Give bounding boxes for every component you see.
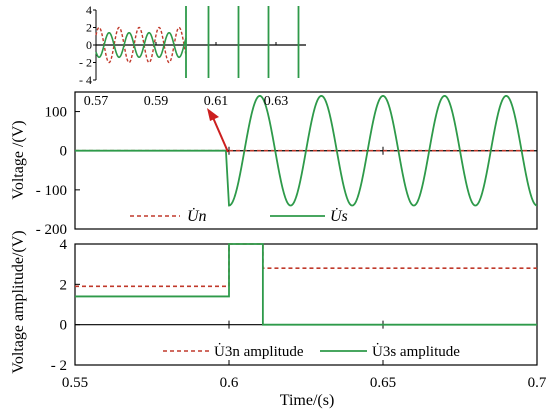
upper-y-tick-label: 100 [45, 105, 68, 121]
series-u3n-amplitude-line [75, 243, 537, 288]
inset-x-tick-label: 0.61 [204, 94, 229, 109]
lower-legend: U̇3n amplitude U̇3s amplitude [163, 343, 460, 360]
upper-series [75, 95, 538, 207]
lower-x-tick-label: 0.7 [528, 375, 547, 391]
upper-y-tick-label: 0 [60, 144, 68, 160]
upper-y-ticks: 100 0 - 100 - 200 [36, 105, 538, 238]
lower-x-tick-label: 0.55 [62, 375, 88, 391]
legend-label-us: U̇s [330, 208, 348, 225]
lower-y-tick-label: 4 [60, 237, 68, 253]
lower-frame [74, 243, 538, 366]
zoom-arrow-shaft [210, 112, 229, 153]
series-us-line [75, 95, 538, 207]
inset-panel: 4 2 0 - 2 - 4 0.57 0.59 0.61 0.63 [79, 3, 336, 109]
lower-y-tick-label: - 2 [51, 358, 67, 374]
lower-y-tick-label: 0 [60, 318, 68, 334]
lower-panel: Voltage amplitude/(V) 4 2 0 - 2 0.55 0.6 0.65… [10, 230, 547, 409]
legend-label-u3n: U̇3n amplitude [214, 343, 304, 360]
inset-y-tick-label: - 4 [79, 73, 92, 87]
inset-background [96, 4, 336, 88]
upper-y-tick-label: - 100 [36, 183, 67, 199]
lower-series [75, 243, 537, 326]
inset-series [95, 6, 300, 78]
upper-panel: Voltage /(V) 100 0 - 100 - 200 U̇n U̇s [10, 91, 538, 238]
inset-x-ticks: 0.57 0.59 0.61 0.63 [84, 42, 306, 109]
inset-series-un-line [95, 26, 187, 64]
lower-x-tick-label: 0.65 [370, 375, 396, 391]
lower-y-tick-label: 2 [60, 277, 68, 293]
inset-x-tick-label: 0.63 [264, 94, 289, 109]
zoom-arrow-head [207, 108, 219, 121]
inset-x-tick-label: 0.59 [144, 94, 169, 109]
inset-x-tick-label: 0.57 [84, 94, 109, 109]
upper-y-tick-label: - 200 [36, 222, 67, 238]
inset-series-us-line [95, 31, 187, 59]
series-u3s-amplitude-line [75, 243, 537, 326]
inset-y-tick-label: - 2 [79, 56, 92, 70]
inset-y-tick-label: 0 [86, 38, 92, 52]
upper-y-axis-label: Voltage /(V) [10, 120, 27, 199]
x-axis-label: Time/(s) [280, 392, 335, 409]
lower-x-ticks: 0.55 0.6 0.65 0.7 [62, 320, 547, 391]
inset-y-tick-label: 4 [86, 3, 92, 17]
lower-x-tick-label: 0.6 [220, 375, 239, 391]
lower-y-axis-label: Voltage amplitude/(V) [10, 230, 27, 373]
inset-y-ticks: 4 2 0 - 2 - 4 [79, 3, 97, 87]
legend-label-un: U̇n [187, 208, 207, 225]
inset-y-tick-label: 2 [86, 21, 92, 35]
upper-legend: U̇n U̇s [130, 208, 348, 225]
legend-label-u3s: U̇3s amplitude [372, 343, 460, 360]
upper-frame [74, 91, 538, 230]
